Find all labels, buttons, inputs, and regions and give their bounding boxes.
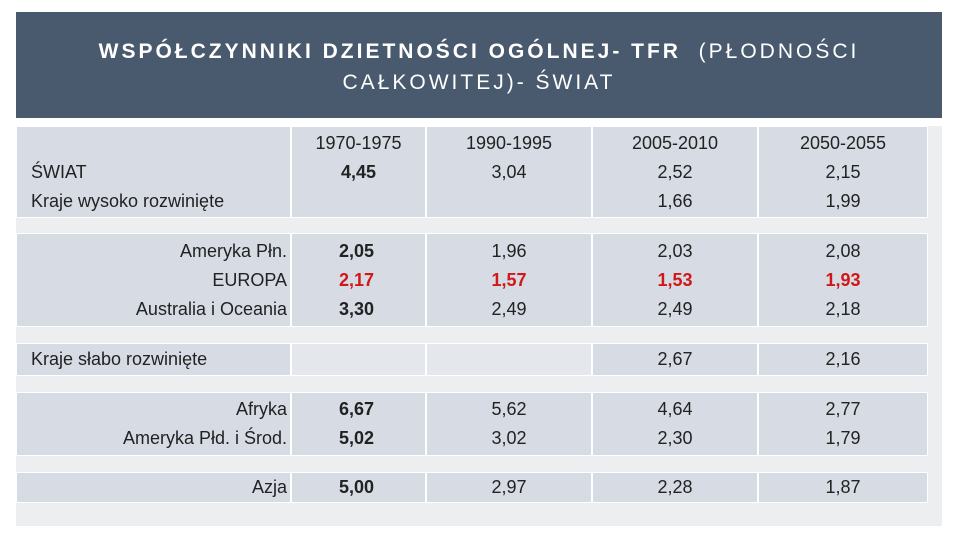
label-asia: Azja	[251, 477, 287, 497]
val-g2-c1-r1: 1,57	[491, 270, 527, 290]
val-g3-c1-r0	[427, 345, 591, 374]
col-1990: 1990-1995 3,04	[426, 126, 592, 218]
header-2050: 2050-2055	[799, 133, 887, 153]
header-1970: 1970-1975	[315, 133, 402, 153]
header-2005: 2005-2010	[631, 133, 719, 153]
label-group-north: Ameryka Płn. EUROPA Australia i Oceania	[16, 233, 291, 327]
label-less-developed: Kraje słabo rozwinięte	[31, 349, 208, 369]
g3-col-1990	[426, 343, 592, 376]
val-g1-c1-r1	[427, 187, 591, 216]
val-g2-c3-r1: 1,93	[825, 270, 861, 290]
val-g3-c0-r0	[292, 345, 425, 374]
label-group-asia: Azja	[16, 472, 291, 503]
title-bold: WSPÓŁCZYNNIKI DZIETNOŚCI OGÓLNEJ- TFR	[98, 40, 681, 63]
col-2005: 2005-2010 2,52 1,66	[592, 126, 758, 218]
val-g4-c0-r0: 6,67	[339, 399, 375, 419]
label-africa: Afryka	[235, 399, 287, 419]
title-light-2: CAŁKOWITEJ)- ŚWIAT	[342, 71, 616, 94]
val-g5-c2-r0: 2,28	[657, 477, 693, 497]
g5-col-1970: 5,00	[291, 472, 426, 503]
val-g5-c0-r0: 5,00	[339, 477, 375, 497]
val-g1-c3-r0: 2,15	[825, 162, 861, 182]
val-g4-c1-r0: 5,62	[491, 399, 527, 419]
label-group-africa: Afryka Ameryka Płd. i Środ.	[16, 392, 291, 456]
val-g2-c0-r1: 2,17	[339, 270, 375, 290]
val-g4-c1-r1: 3,02	[491, 428, 527, 448]
g4-col-1990: 5,62 3,02	[426, 392, 592, 456]
val-g1-c0-r0: 4,45	[340, 162, 377, 182]
val-g2-c3-r0: 2,08	[825, 241, 861, 261]
val-g3-c2-r0: 2,67	[657, 349, 693, 369]
title-light-1: (PŁODNOŚCI	[698, 40, 860, 63]
val-g1-c2-r0: 2,52	[657, 162, 693, 182]
g5-col-1990: 2,97	[426, 472, 592, 503]
label-latin-america: Ameryka Płd. i Środ.	[122, 428, 287, 448]
val-g2-c3-r2: 2,18	[825, 299, 861, 319]
col-2050: 2050-2055 2,15 1,99	[758, 126, 928, 218]
val-g5-c3-r0: 1,87	[825, 477, 861, 497]
label-world-developed: ŚWIAT Kraje wysoko rozwinięte	[16, 126, 291, 218]
header-1990: 1990-1995	[465, 133, 553, 153]
val-g1-c0-r1	[292, 187, 425, 216]
label-australia: Australia i Oceania	[135, 299, 287, 319]
g3-col-2005: 2,67	[592, 343, 758, 376]
col-1970: 1970-1975 4,45	[291, 126, 426, 218]
val-g2-c2-r1: 1,53	[657, 270, 693, 290]
val-g4-c3-r0: 2,77	[825, 399, 861, 419]
g2-col-1970: 2,05 2,17 3,30	[291, 233, 426, 327]
g4-col-2050: 2,77 1,79	[758, 392, 928, 456]
val-g2-c2-r0: 2,03	[657, 241, 693, 261]
val-g2-c0-r2: 3,30	[339, 299, 375, 319]
g2-col-1990: 1,96 1,57 2,49	[426, 233, 592, 327]
label-group-less-developed: Kraje słabo rozwinięte	[16, 343, 291, 376]
g5-col-2005: 2,28	[592, 472, 758, 503]
val-g2-c1-r0: 1,96	[491, 241, 527, 261]
g3-col-2050: 2,16	[758, 343, 928, 376]
val-g2-c1-r2: 2,49	[491, 299, 527, 319]
title-bar: WSPÓŁCZYNNIKI DZIETNOŚCI OGÓLNEJ- TFR (P…	[16, 12, 942, 118]
val-g1-c2-r1: 1,66	[657, 191, 693, 211]
val-g1-c3-r1: 1,99	[825, 191, 861, 211]
val-g2-c2-r2: 2,49	[657, 299, 693, 319]
label-north-america: Ameryka Płn.	[179, 241, 287, 261]
val-g4-c2-r0: 4,64	[657, 399, 693, 419]
label-europe: EUROPA	[212, 270, 287, 290]
g4-col-2005: 4,64 2,30	[592, 392, 758, 456]
g5-col-2050: 1,87	[758, 472, 928, 503]
g4-col-1970: 6,67 5,02	[291, 392, 426, 456]
val-g4-c2-r1: 2,30	[657, 428, 693, 448]
label-developed: Kraje wysoko rozwinięte	[31, 191, 225, 211]
val-g2-c0-r0: 2,05	[339, 241, 375, 261]
g2-col-2005: 2,03 1,53 2,49	[592, 233, 758, 327]
g2-col-2050: 2,08 1,93 2,18	[758, 233, 928, 327]
val-g1-c1-r0: 3,04	[491, 162, 527, 182]
page-title: WSPÓŁCZYNNIKI DZIETNOŚCI OGÓLNEJ- TFR (P…	[99, 36, 860, 98]
g3-col-1970	[291, 343, 426, 376]
val-g4-c0-r1: 5,02	[339, 428, 375, 448]
label-world: ŚWIAT	[31, 162, 87, 182]
val-g5-c1-r0: 2,97	[491, 477, 527, 497]
val-g4-c3-r1: 1,79	[825, 428, 861, 448]
val-g3-c3-r0: 2,16	[825, 349, 861, 369]
tfr-table: ŚWIAT Kraje wysoko rozwinięte 1970-1975 …	[16, 126, 942, 526]
